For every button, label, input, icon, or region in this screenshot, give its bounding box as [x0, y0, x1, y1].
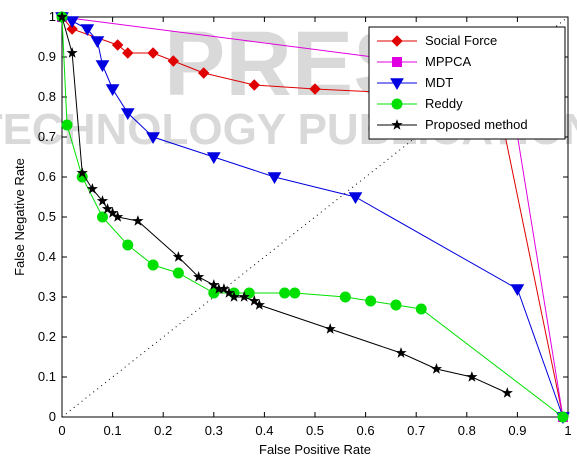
- proposed-method-point: [430, 363, 443, 374]
- y-tick-label: 0.7: [38, 129, 56, 144]
- x-tick-label: 1: [564, 423, 571, 438]
- proposed-method-point: [238, 291, 250, 302]
- proposed-method-point: [228, 291, 240, 302]
- mdt-point: [95, 60, 110, 72]
- reddy-point: [122, 239, 134, 251]
- proposed-method-point: [253, 299, 265, 310]
- legend: Social Force MPPCA MDT Reddy Proposed method: [368, 26, 566, 140]
- proposed-method-point: [106, 207, 119, 218]
- mdt-point: [90, 36, 105, 48]
- proposed-method-point: [56, 11, 68, 22]
- x-tick-label: 0.8: [458, 423, 476, 438]
- reddy-point: [279, 287, 291, 299]
- proposed-method-point: [223, 287, 235, 298]
- proposed-method-point: [466, 371, 478, 382]
- reddy-point: [208, 287, 220, 299]
- legend-label-mdt: MDT: [425, 75, 453, 90]
- mdt-point: [105, 84, 120, 96]
- x-tick-label: 0.6: [357, 423, 375, 438]
- mdt-point: [267, 172, 282, 184]
- x-axis-label: False Positive Rate: [259, 442, 371, 457]
- x-tick-label: 0.2: [154, 423, 172, 438]
- legend-social-force-point: [391, 35, 403, 47]
- proposed-method-point: [324, 323, 336, 334]
- legend-proposed-method-point: [391, 119, 403, 130]
- proposed-method-point: [192, 271, 205, 282]
- x-tick-label: 0.5: [306, 423, 324, 438]
- proposed-method-point: [96, 195, 109, 206]
- x-tick-label: 0.7: [407, 423, 425, 438]
- legend-label-reddy: Reddy: [425, 96, 463, 111]
- social-force-point: [197, 67, 210, 79]
- social-force-point: [66, 23, 78, 35]
- mdt-point: [65, 16, 79, 28]
- legend-label-mppca: MPPCA: [425, 54, 472, 69]
- mdt-point: [206, 152, 221, 164]
- reddy-point: [415, 303, 427, 315]
- y-tick-label: 0: [49, 409, 56, 424]
- legend-reddy-point: [391, 98, 403, 110]
- proposed-method-point: [248, 295, 260, 306]
- proposed-method-point: [112, 211, 124, 222]
- mdt-point: [146, 132, 160, 144]
- x-tick-label: 0.3: [205, 423, 223, 438]
- y-tick-label: 0.3: [38, 289, 56, 304]
- y-tick-label: 0.1: [38, 369, 56, 384]
- reddy-point: [557, 411, 569, 423]
- reddy-point: [365, 295, 377, 307]
- y-tick-label: 1: [49, 9, 56, 24]
- x-tick-label: 0: [58, 423, 65, 438]
- x-tick-label: 0.4: [255, 423, 273, 438]
- reddy-point: [289, 287, 301, 299]
- mdt-point: [348, 192, 363, 204]
- legend-label-social-force: Social Force: [425, 33, 497, 48]
- reddy-point: [339, 291, 351, 303]
- y-tick-label: 0.8: [38, 89, 56, 104]
- x-axis: 0 0.1 0.2 0.3 0.4 0.5 0.6 0.7 0.8 0.9 1: [58, 17, 572, 438]
- series-proposed-method: [56, 11, 513, 398]
- reddy-point: [390, 299, 402, 311]
- social-force-point: [122, 47, 134, 59]
- y-tick-label: 0.9: [38, 49, 56, 64]
- mdt-point: [80, 24, 95, 36]
- mdt-point: [510, 284, 525, 296]
- legend-mppca-point: [392, 57, 402, 67]
- proposed-method-point: [208, 279, 220, 290]
- y-axis-label: False Negative Rate: [12, 158, 27, 276]
- proposed-method-point: [501, 387, 513, 398]
- y-tick-label: 0.4: [38, 249, 56, 264]
- y-tick-label: 0.2: [38, 329, 56, 344]
- x-tick-label: 0.9: [508, 423, 526, 438]
- proposed-method-point: [101, 203, 114, 214]
- mdt-point: [120, 108, 135, 120]
- proposed-method-point: [172, 251, 185, 262]
- legend-label-proposed-method: Proposed method: [425, 117, 528, 132]
- legend-mdt-point: [390, 78, 404, 90]
- proposed-method-point: [86, 183, 98, 194]
- x-tick-label: 0.1: [104, 423, 122, 438]
- proposed-method-point: [395, 347, 407, 358]
- reddy-point: [172, 267, 184, 279]
- social-force-point: [167, 55, 180, 67]
- reddy-point: [147, 259, 159, 271]
- proposed-method-point: [76, 167, 88, 178]
- proposed-method-point: [66, 47, 78, 58]
- social-force-point: [111, 39, 124, 51]
- reddy-point: [61, 119, 73, 131]
- social-force-point: [147, 47, 159, 59]
- proposed-method-point: [218, 283, 230, 294]
- proposed-method-point: [132, 215, 144, 226]
- social-force-point: [309, 83, 321, 95]
- reddy-point: [96, 211, 108, 223]
- y-tick-label: 0.5: [38, 209, 56, 224]
- social-force-point: [248, 79, 260, 91]
- y-tick-label: 0.6: [38, 169, 56, 184]
